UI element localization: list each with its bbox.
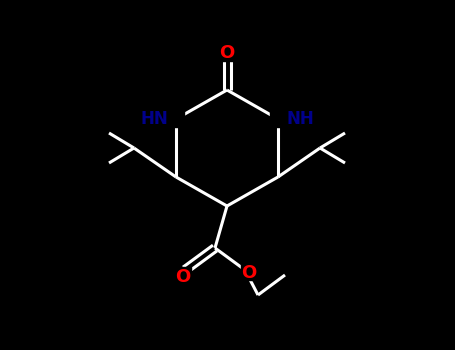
Text: O: O xyxy=(241,264,257,282)
Bar xyxy=(175,267,191,283)
Bar xyxy=(241,264,257,280)
Bar xyxy=(270,111,298,127)
Bar xyxy=(156,111,184,127)
Text: HN: HN xyxy=(140,110,168,128)
Bar xyxy=(219,45,235,61)
Text: O: O xyxy=(175,268,191,286)
Text: O: O xyxy=(219,44,235,62)
Text: NH: NH xyxy=(286,110,314,128)
